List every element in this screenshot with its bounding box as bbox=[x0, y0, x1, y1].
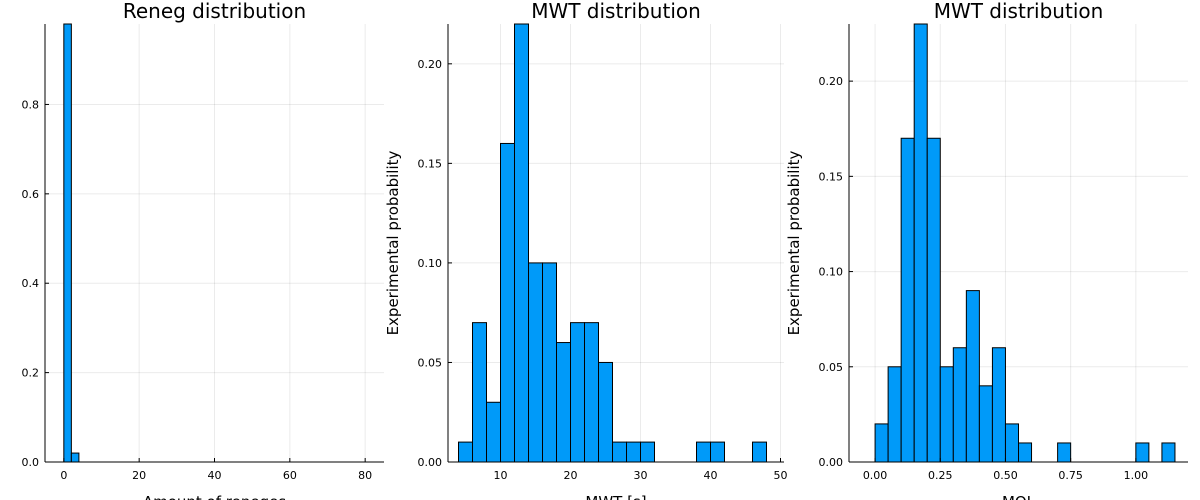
histogram-bar bbox=[927, 138, 940, 462]
y-tick-label: 0.00 bbox=[418, 456, 443, 469]
x-tick-label: 80 bbox=[358, 469, 372, 482]
chart-title: MWT distribution bbox=[934, 0, 1104, 23]
histogram-bar bbox=[875, 424, 888, 462]
histogram-bar bbox=[473, 323, 487, 462]
x-axis-label: Amount of reneges bbox=[143, 493, 286, 500]
histogram-bar bbox=[953, 348, 966, 462]
histogram-bar bbox=[501, 143, 515, 462]
histogram-bar bbox=[64, 24, 72, 462]
x-axis-label: MQL bbox=[1002, 493, 1036, 500]
y-tick-label: 0.15 bbox=[819, 170, 844, 183]
y-tick-label: 0.10 bbox=[819, 266, 844, 279]
histogram-bar bbox=[697, 442, 711, 462]
x-tick-label: 0.25 bbox=[928, 469, 953, 482]
y-axis-label: Experimental probability bbox=[785, 150, 803, 335]
histogram-bar bbox=[1162, 443, 1175, 462]
histogram-bar bbox=[1019, 443, 1032, 462]
y-tick-label: 0.20 bbox=[418, 58, 443, 71]
y-tick-label: 0.0 bbox=[22, 456, 40, 469]
histogram-bar bbox=[529, 263, 543, 462]
histogram-bar bbox=[979, 386, 992, 462]
y-tick-label: 0.2 bbox=[22, 367, 40, 380]
x-tick-label: 30 bbox=[634, 469, 648, 482]
chart-panel-2: 10 20 30 40 50 0.00 0.05 0.10 0.15 0.20 MWT distri… bbox=[384, 0, 788, 500]
histogram-bar bbox=[599, 362, 613, 462]
histogram-bar bbox=[459, 442, 473, 462]
chart-panel-3: 0.00 0.25 0.50 0.75 1.00 0.00 0.05 0.10 0.15 0.20… bbox=[785, 0, 1188, 500]
histogram-bar bbox=[992, 348, 1005, 462]
chart-title: Reneg distribution bbox=[123, 0, 306, 23]
histogram-bar bbox=[1005, 424, 1018, 462]
chart-panel-1: 0 20 40 60 80 0.0 0.2 0.4 0.6 0.8 Reneg distributi… bbox=[0, 0, 384, 500]
histogram-bar bbox=[966, 291, 979, 462]
histogram-bar bbox=[914, 24, 927, 462]
x-axis-label: MWT [s] bbox=[585, 493, 646, 500]
histogram-bar bbox=[641, 442, 655, 462]
x-tick-label: 20 bbox=[564, 469, 578, 482]
histogram-bar bbox=[585, 323, 599, 462]
y-tick-label: 0.6 bbox=[22, 188, 40, 201]
x-tick-label: 1.00 bbox=[1124, 469, 1149, 482]
y-tick-label: 0.05 bbox=[819, 361, 844, 374]
y-axis-label: Experimental probability bbox=[384, 150, 402, 335]
y-tick-label: 0.8 bbox=[22, 98, 40, 111]
histogram-bar bbox=[888, 367, 901, 462]
y-tick-label: 0.4 bbox=[22, 277, 40, 290]
x-tick-label: 40 bbox=[704, 469, 718, 482]
histogram-bar bbox=[571, 323, 585, 462]
histogram-bar bbox=[1136, 443, 1149, 462]
x-tick-label: 10 bbox=[494, 469, 508, 482]
x-tick-label: 60 bbox=[283, 469, 297, 482]
histogram-bar bbox=[711, 442, 725, 462]
chart-title: MWT distribution bbox=[531, 0, 701, 23]
histogram-bar bbox=[901, 138, 914, 462]
histogram-bar bbox=[557, 343, 571, 462]
x-tick-label: 50 bbox=[774, 469, 788, 482]
y-tick-label: 0.10 bbox=[418, 257, 443, 270]
x-tick-label: 0.50 bbox=[993, 469, 1018, 482]
y-tick-label: 0.05 bbox=[418, 356, 443, 369]
histogram-bar bbox=[487, 402, 501, 462]
y-tick-label: 0.20 bbox=[819, 75, 844, 88]
x-tick-label: 0 bbox=[60, 469, 67, 482]
histogram-bar bbox=[71, 453, 79, 462]
y-tick-label: 0.00 bbox=[819, 456, 844, 469]
y-tick-label: 0.15 bbox=[418, 157, 443, 170]
histogram-bar bbox=[613, 442, 627, 462]
histogram-bar bbox=[515, 24, 529, 462]
histogram-bar bbox=[1058, 443, 1071, 462]
histogram-bar bbox=[753, 442, 767, 462]
x-tick-label: 0.00 bbox=[863, 469, 888, 482]
histogram-bar bbox=[940, 367, 953, 462]
x-tick-label: 40 bbox=[208, 469, 222, 482]
x-tick-label: 20 bbox=[132, 469, 146, 482]
x-tick-label: 0.75 bbox=[1058, 469, 1083, 482]
histogram-bar bbox=[627, 442, 641, 462]
histogram-bar bbox=[543, 263, 557, 462]
